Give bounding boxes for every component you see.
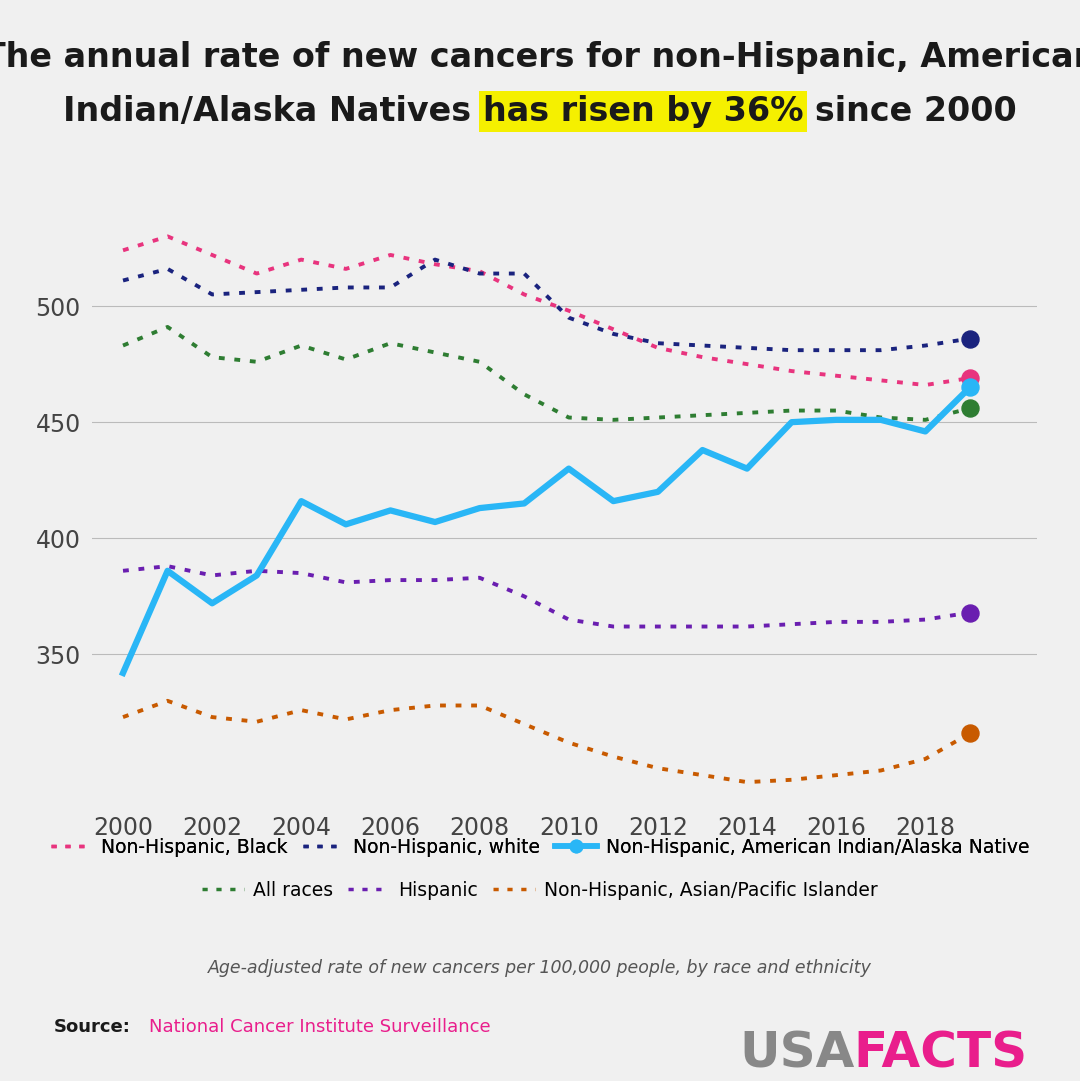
Legend: All races, Hispanic, Non-Hispanic, Asian/Pacific Islander: All races, Hispanic, Non-Hispanic, Asian… — [194, 873, 886, 907]
Point — [961, 378, 978, 396]
Text: National Cancer Institute Surveillance: National Cancer Institute Surveillance — [149, 1018, 490, 1037]
Point — [961, 330, 978, 347]
Text: The annual rate of new cancers for non-Hispanic, American: The annual rate of new cancers for non-H… — [0, 41, 1080, 75]
Text: has risen by 36%: has risen by 36% — [483, 95, 804, 129]
Legend: Non-Hispanic, Black, Non-Hispanic, white, Non-Hispanic, American Indian/Alaska N: Non-Hispanic, Black, Non-Hispanic, white… — [43, 830, 1037, 864]
Point — [961, 604, 978, 622]
Point — [961, 400, 978, 417]
Text: Age-adjusted rate of new cancers per 100,000 people, by race and ethnicity: Age-adjusted rate of new cancers per 100… — [208, 959, 872, 977]
Text: Indian/Alaska Natives has risen by 36% since 2000: Indian/Alaska Natives has risen by 36% s… — [63, 95, 1017, 129]
Text: FACTS: FACTS — [853, 1029, 1027, 1077]
Text: Source:: Source: — [54, 1018, 131, 1037]
Point — [961, 370, 978, 387]
Text: USA: USA — [740, 1029, 855, 1077]
Point — [961, 724, 978, 742]
